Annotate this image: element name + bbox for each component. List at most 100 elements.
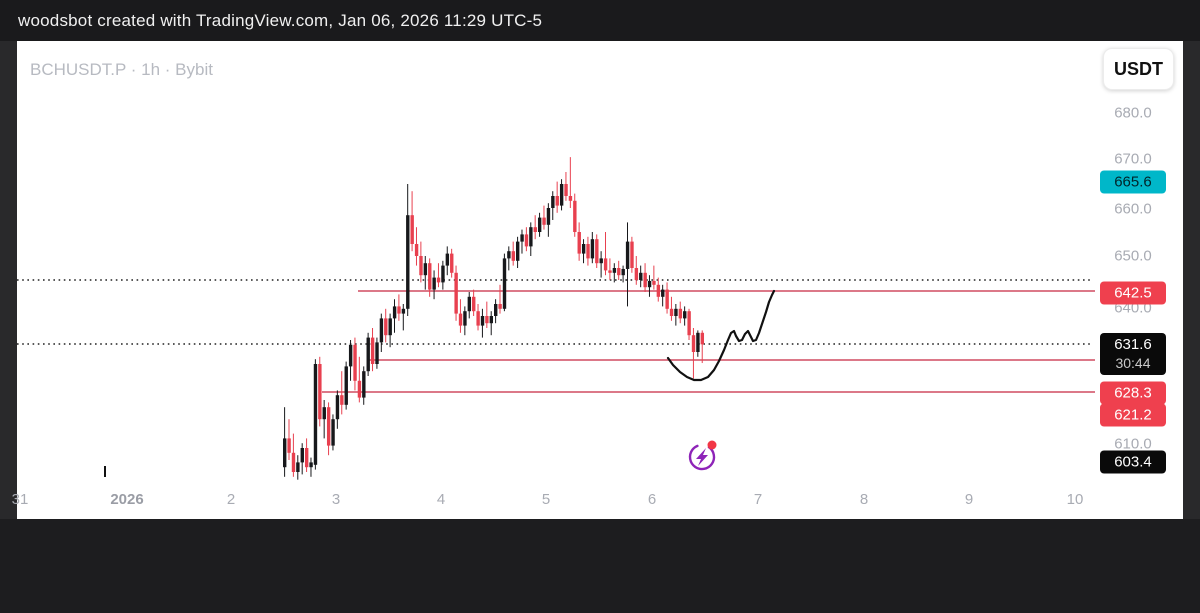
attribution-text: woodsbot created with TradingView.com, J…	[18, 10, 543, 30]
candle-body	[283, 438, 287, 468]
candle-body	[450, 253, 454, 273]
candle-body	[485, 316, 489, 324]
candle-body	[335, 395, 340, 420]
alert-dot-icon	[707, 440, 717, 450]
candle-body	[287, 438, 291, 453]
candle-body	[291, 452, 296, 472]
time-label-31: 31	[11, 491, 29, 508]
candle-body	[480, 316, 485, 326]
candle-body	[678, 308, 683, 319]
candle-body	[533, 227, 537, 232]
attribution-bar: woodsbot created with TradingView.com, J…	[0, 0, 1200, 41]
candle-body	[647, 280, 652, 288]
time-label-7: 7	[753, 491, 763, 508]
candle-body	[392, 306, 397, 319]
candle-body	[472, 296, 476, 312]
price-label-670.0: 670.0	[1114, 150, 1152, 168]
candle-body	[511, 251, 515, 261]
candle-body	[313, 364, 318, 465]
candle-body	[573, 200, 577, 232]
candle-body	[502, 258, 507, 309]
price-badge-621.2: 621.2	[1100, 403, 1166, 427]
badge-price: 621.2	[1114, 406, 1152, 424]
candle-body	[564, 184, 568, 196]
time-label-2: 2	[226, 491, 236, 508]
candle-body	[463, 311, 467, 326]
candle-body	[700, 332, 705, 345]
candle-body	[639, 272, 643, 280]
badge-price: 603.4	[1114, 453, 1152, 471]
candle-body	[687, 311, 691, 336]
price-label-650.0: 650.0	[1114, 247, 1152, 265]
candle-body	[551, 196, 555, 208]
candle-body	[599, 258, 603, 264]
lightning-bolt-icon	[696, 448, 708, 466]
badge-price: 628.3	[1114, 384, 1152, 402]
candle-body	[696, 332, 700, 352]
time-label-6: 6	[647, 491, 657, 508]
candle-body	[340, 395, 344, 405]
candle-body	[634, 268, 639, 280]
candle-body	[436, 277, 441, 283]
candle-body	[555, 196, 559, 206]
candle-body	[529, 227, 533, 247]
time-label-4: 4	[436, 491, 446, 508]
candle-body	[414, 244, 419, 256]
candle-body	[458, 313, 463, 326]
price-badge-603.4: 603.4	[1100, 450, 1166, 474]
candle-body	[357, 380, 362, 398]
candle-body	[595, 239, 599, 264]
time-label-9: 9	[964, 491, 974, 508]
candle-body	[661, 289, 665, 297]
candle-body	[524, 234, 529, 247]
badge-price: 665.6	[1114, 173, 1152, 191]
candle-body	[630, 241, 634, 268]
candle-body	[309, 462, 313, 468]
candle-body	[590, 239, 595, 259]
candle-body	[384, 318, 388, 336]
candle-body	[419, 256, 423, 276]
candle-body	[304, 448, 309, 468]
candle-body	[656, 284, 661, 297]
currency-toggle-button[interactable]: USDT	[1103, 48, 1174, 90]
candle-body	[353, 344, 357, 381]
price-label-680.0: 680.0	[1114, 104, 1152, 122]
candle-body	[489, 316, 494, 324]
candle-body	[476, 311, 480, 326]
badge-price: 642.5	[1114, 284, 1152, 302]
candle-body	[318, 364, 322, 420]
candle-body	[401, 308, 406, 314]
symbol-title: BCHUSDT.P · 1h · Bybit	[30, 60, 213, 79]
footer-bar: TradingView	[0, 519, 1200, 613]
time-label-10: 10	[1066, 491, 1084, 508]
candle-body	[366, 337, 370, 372]
candle-body	[370, 337, 375, 364]
price-badge-642.5: 642.5	[1100, 281, 1166, 305]
candle-body	[388, 318, 392, 336]
drawing-tick	[104, 466, 106, 477]
price-badge-665.6: 665.6	[1100, 170, 1166, 194]
candle-body	[652, 280, 656, 285]
time-label-3: 3	[331, 491, 341, 508]
candle-body	[331, 419, 335, 446]
candle-body	[643, 272, 647, 288]
candle-body	[441, 265, 445, 283]
time-label-2026: 2026	[110, 491, 144, 508]
candle-body	[577, 232, 581, 254]
candle-body	[410, 215, 414, 244]
candle-body	[445, 253, 450, 266]
price-label-660.0: 660.0	[1114, 200, 1152, 218]
candle-body	[608, 270, 612, 273]
candle-body	[603, 258, 608, 271]
candle-body	[537, 217, 542, 232]
candle-body	[362, 371, 366, 398]
price-label-610.0: 610.0	[1114, 435, 1152, 453]
candle-body	[669, 308, 674, 316]
candle-body	[428, 263, 432, 290]
candle-body	[515, 241, 520, 261]
candle-body	[454, 272, 458, 314]
candle-body	[432, 277, 436, 290]
candle-body	[546, 208, 551, 225]
